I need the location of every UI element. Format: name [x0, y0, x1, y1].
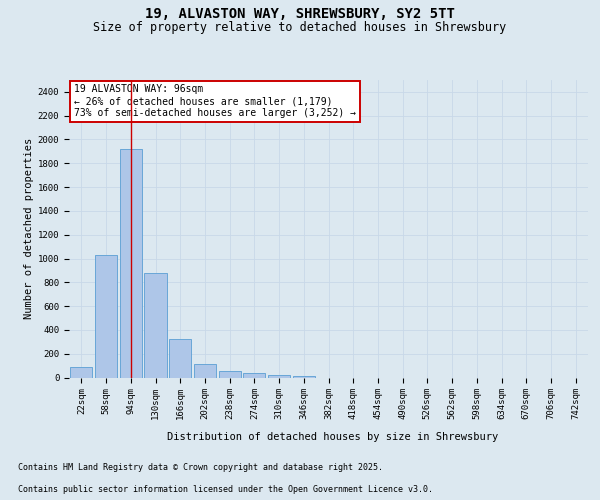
- Bar: [243, 372, 265, 378]
- Bar: [268, 374, 290, 378]
- Bar: [119, 149, 142, 378]
- Text: Distribution of detached houses by size in Shrewsbury: Distribution of detached houses by size …: [167, 432, 499, 442]
- Text: Size of property relative to detached houses in Shrewsbury: Size of property relative to detached ho…: [94, 21, 506, 34]
- Bar: [218, 372, 241, 378]
- Bar: [95, 255, 117, 378]
- Text: Contains HM Land Registry data © Crown copyright and database right 2025.: Contains HM Land Registry data © Crown c…: [18, 464, 383, 472]
- Bar: [70, 367, 92, 378]
- Bar: [145, 273, 167, 378]
- Bar: [169, 340, 191, 378]
- Text: Contains public sector information licensed under the Open Government Licence v3: Contains public sector information licen…: [18, 485, 433, 494]
- Text: 19, ALVASTON WAY, SHREWSBURY, SY2 5TT: 19, ALVASTON WAY, SHREWSBURY, SY2 5TT: [145, 8, 455, 22]
- Y-axis label: Number of detached properties: Number of detached properties: [23, 138, 34, 320]
- Text: 19 ALVASTON WAY: 96sqm
← 26% of detached houses are smaller (1,179)
73% of semi-: 19 ALVASTON WAY: 96sqm ← 26% of detached…: [74, 84, 356, 117]
- Bar: [293, 376, 315, 378]
- Bar: [194, 364, 216, 378]
